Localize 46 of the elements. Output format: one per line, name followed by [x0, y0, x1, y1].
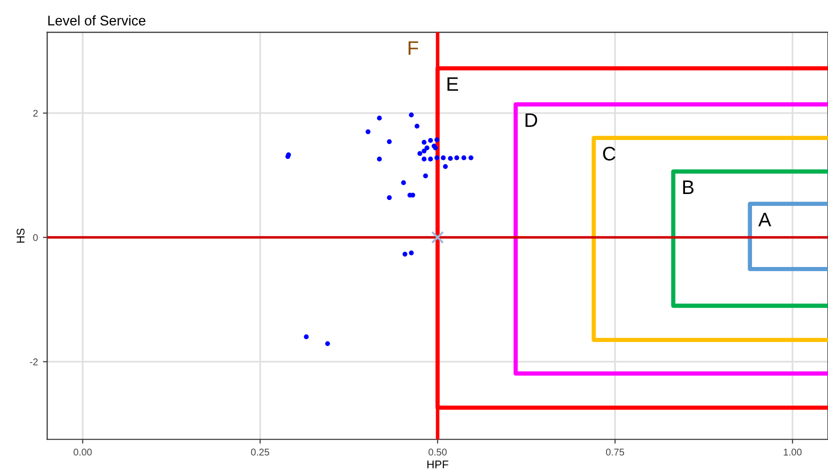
- point: [417, 151, 422, 156]
- chart-title: Level of Service: [48, 15, 146, 26]
- x-tick-label: 0.50: [428, 448, 447, 456]
- point: [422, 156, 427, 162]
- point: [448, 156, 453, 161]
- series-label: E: [448, 77, 458, 91]
- point: [366, 129, 370, 134]
- point: [414, 124, 420, 129]
- y-tick-label: 0: [33, 234, 38, 242]
- point: [434, 137, 440, 142]
- y-tick-label: 2: [33, 110, 38, 117]
- point: [428, 156, 433, 162]
- series-label: C: [603, 146, 616, 161]
- point: [434, 155, 440, 160]
- series-label: D: [526, 113, 538, 127]
- point: [386, 139, 392, 144]
- point: [431, 230, 444, 244]
- series-label: B: [683, 180, 694, 194]
- point: [443, 164, 448, 169]
- point: [461, 155, 466, 160]
- x-tick-label: 0.25: [251, 448, 270, 456]
- y-axis-title: HS: [16, 228, 25, 243]
- point: [408, 250, 414, 256]
- point: [422, 148, 427, 154]
- point: [454, 155, 460, 160]
- x-axis-title: HPF: [427, 460, 448, 468]
- point: [402, 252, 408, 257]
- y-tick-label: -2: [30, 358, 38, 366]
- x-tick-label: 0.75: [606, 448, 624, 456]
- point: [386, 195, 392, 200]
- point: [424, 145, 430, 150]
- point: [376, 116, 382, 120]
- point: [304, 334, 309, 340]
- point: [401, 180, 406, 186]
- point: [325, 341, 330, 346]
- point: [408, 112, 414, 118]
- x-tick-label: 1.00: [784, 448, 802, 456]
- ref-line-label: F: [408, 41, 418, 55]
- x-tick-label: 0.00: [74, 448, 92, 456]
- point: [440, 155, 446, 160]
- point: [428, 138, 433, 143]
- point: [423, 173, 428, 178]
- point: [376, 156, 382, 162]
- point: [422, 140, 427, 145]
- series-label: A: [758, 212, 772, 226]
- point: [468, 155, 474, 160]
